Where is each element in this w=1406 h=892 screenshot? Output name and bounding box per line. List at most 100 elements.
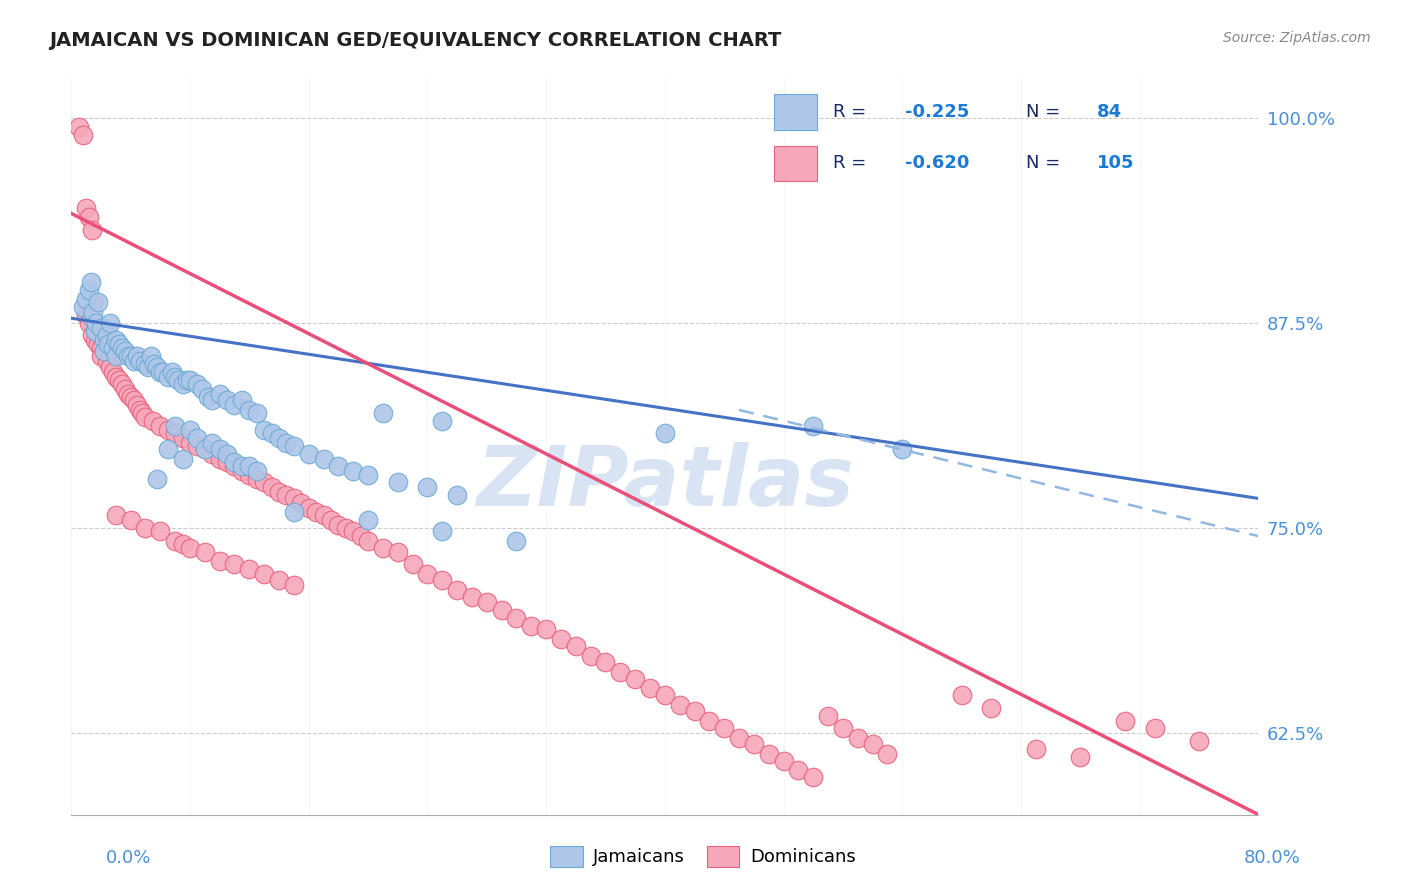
Point — [90, 349, 112, 363]
Point — [131, 406, 153, 420]
Point — [260, 480, 283, 494]
Point — [387, 545, 409, 559]
Point — [891, 442, 914, 457]
Point — [876, 747, 898, 761]
Point — [505, 611, 527, 625]
Point — [104, 333, 127, 347]
Point — [165, 534, 187, 549]
Point — [165, 425, 187, 440]
Point — [143, 357, 166, 371]
Point — [149, 365, 172, 379]
Point — [215, 455, 238, 469]
Point — [290, 496, 312, 510]
Point — [283, 439, 305, 453]
Point — [176, 374, 198, 388]
Point — [276, 435, 298, 450]
Point — [107, 337, 129, 351]
Point — [416, 480, 439, 494]
Point — [80, 311, 103, 326]
Point — [98, 360, 121, 375]
Point — [86, 316, 108, 330]
Point — [654, 688, 676, 702]
Point — [238, 403, 260, 417]
Point — [156, 370, 179, 384]
Point — [357, 513, 380, 527]
Point — [461, 590, 484, 604]
Point — [87, 337, 110, 351]
Point — [1025, 742, 1047, 756]
Point — [238, 458, 260, 473]
Point — [491, 603, 513, 617]
Point — [342, 524, 364, 538]
Point — [179, 435, 201, 450]
Point — [475, 594, 498, 608]
Point — [194, 442, 217, 457]
Point — [179, 541, 201, 555]
Point — [120, 390, 142, 404]
Point — [801, 419, 824, 434]
Point — [156, 423, 179, 437]
Point — [683, 704, 706, 718]
Point — [846, 731, 869, 745]
Point — [75, 292, 97, 306]
Point — [149, 419, 172, 434]
Point — [357, 534, 380, 549]
Point — [83, 304, 105, 318]
Point — [128, 403, 150, 417]
Point — [84, 333, 107, 347]
Point — [319, 513, 342, 527]
Point — [305, 504, 328, 518]
Point — [231, 464, 253, 478]
Point — [98, 316, 121, 330]
Point — [117, 386, 139, 401]
Point — [565, 639, 588, 653]
Point — [67, 120, 90, 134]
Point — [238, 468, 260, 483]
Point — [595, 655, 617, 669]
Point — [728, 731, 751, 745]
Point — [138, 360, 160, 375]
Point — [104, 370, 127, 384]
Point — [208, 554, 231, 568]
Point — [432, 414, 454, 428]
Point — [125, 349, 148, 363]
Point — [134, 521, 156, 535]
Point — [787, 764, 810, 778]
Point — [638, 681, 661, 696]
Point — [208, 386, 231, 401]
Point — [246, 472, 269, 486]
Point — [432, 574, 454, 588]
Point — [134, 409, 156, 424]
Point — [111, 341, 134, 355]
Point — [267, 431, 290, 445]
Point — [276, 488, 298, 502]
Point — [93, 343, 115, 358]
Text: JAMAICAN VS DOMINICAN GED/EQUIVALENCY CORRELATION CHART: JAMAICAN VS DOMINICAN GED/EQUIVALENCY CO… — [49, 31, 782, 50]
Point — [328, 458, 350, 473]
Point — [446, 488, 468, 502]
Point — [1069, 750, 1091, 764]
Point — [668, 698, 690, 712]
Point — [1143, 721, 1166, 735]
Point — [93, 343, 115, 358]
Point — [93, 333, 115, 347]
Point — [624, 672, 647, 686]
Point — [156, 442, 179, 457]
Point — [197, 390, 219, 404]
Point — [401, 557, 423, 571]
Point — [75, 308, 97, 322]
Point — [72, 128, 94, 142]
Point — [224, 458, 246, 473]
Point — [231, 393, 253, 408]
Point — [713, 721, 735, 735]
Point — [122, 354, 145, 368]
Point — [312, 508, 335, 522]
Point — [120, 349, 142, 363]
Point — [224, 398, 246, 412]
Point — [90, 321, 112, 335]
Point — [186, 376, 208, 391]
Point — [107, 374, 129, 388]
Point — [758, 747, 780, 761]
Point — [246, 406, 269, 420]
Point — [253, 475, 276, 489]
